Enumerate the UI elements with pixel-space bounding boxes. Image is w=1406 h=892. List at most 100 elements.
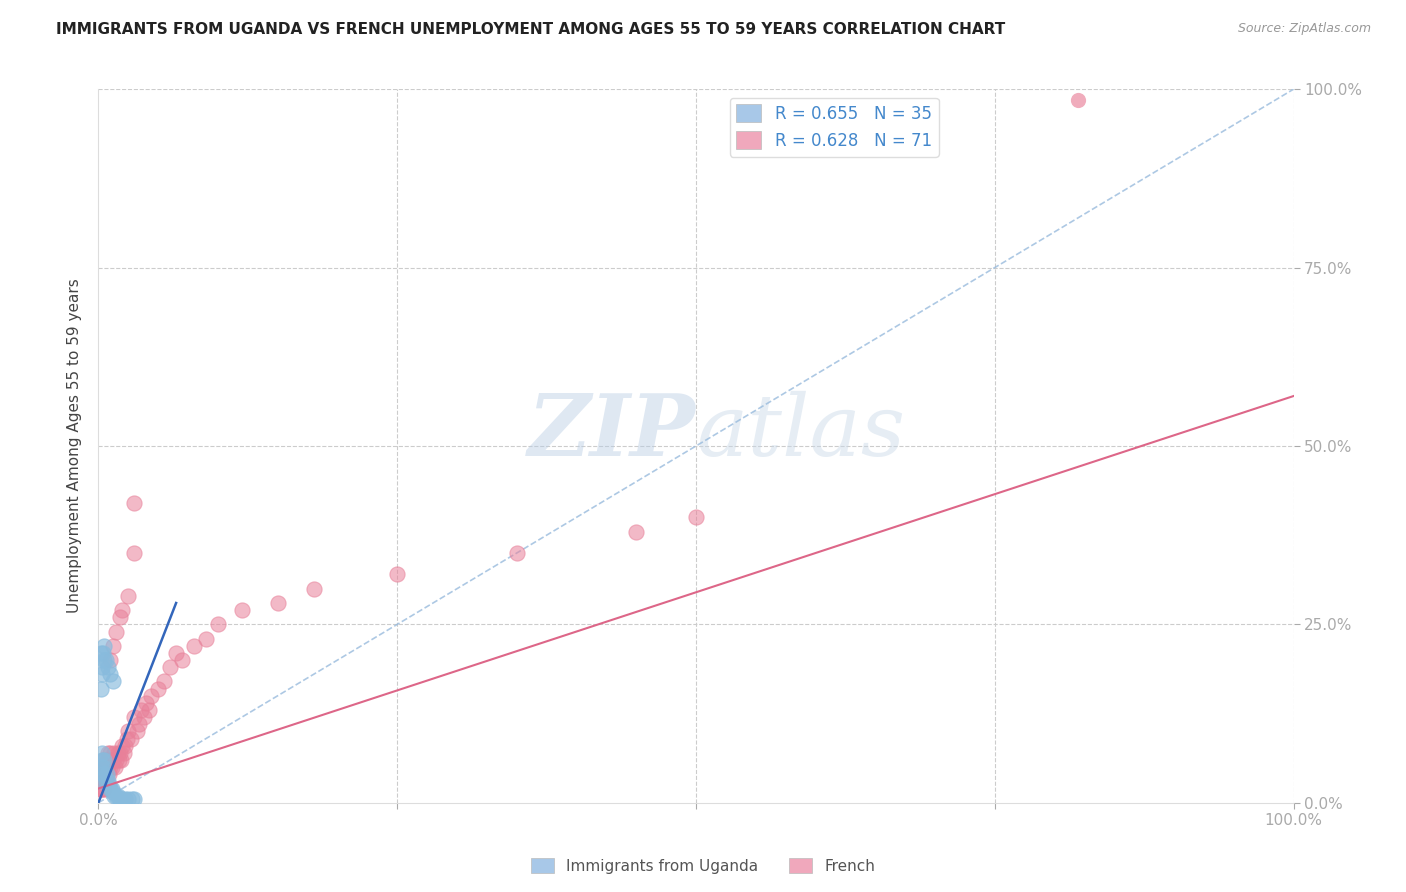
Point	[89, 781, 111, 796]
Point	[93, 781, 115, 796]
Point	[114, 792, 136, 806]
Point	[132, 710, 155, 724]
Point	[101, 753, 124, 767]
Point	[91, 774, 114, 789]
Text: IMMIGRANTS FROM UGANDA VS FRENCH UNEMPLOYMENT AMONG AGES 55 TO 59 YEARS CORRELAT: IMMIGRANTS FROM UGANDA VS FRENCH UNEMPLO…	[56, 22, 1005, 37]
Point	[90, 774, 112, 789]
Point	[107, 746, 129, 760]
Point	[231, 603, 253, 617]
Point	[105, 789, 128, 803]
Point	[115, 731, 138, 746]
Point	[121, 792, 143, 806]
Point	[302, 582, 325, 596]
Point	[91, 767, 114, 781]
Point	[104, 760, 127, 774]
Point	[101, 674, 124, 689]
Point	[98, 753, 121, 767]
Point	[93, 767, 115, 781]
Point	[91, 760, 114, 774]
Point	[89, 767, 111, 781]
Point	[103, 789, 125, 803]
Point	[97, 746, 120, 760]
Point	[267, 596, 290, 610]
Point	[96, 767, 118, 781]
Point	[98, 746, 122, 760]
Point	[101, 785, 124, 799]
Point	[93, 760, 115, 774]
Point	[124, 496, 146, 510]
Point	[108, 792, 131, 806]
Point	[91, 767, 114, 781]
Point	[90, 681, 112, 696]
Point	[89, 774, 111, 789]
Point	[685, 510, 707, 524]
Point	[131, 703, 153, 717]
Legend: Immigrants from Uganda, French: Immigrants from Uganda, French	[524, 852, 882, 880]
Point	[124, 792, 146, 806]
Point	[94, 653, 117, 667]
Point	[98, 667, 122, 681]
Point	[90, 760, 112, 774]
Point	[97, 774, 120, 789]
Point	[91, 781, 114, 796]
Point	[105, 624, 128, 639]
Point	[108, 746, 131, 760]
Point	[98, 653, 122, 667]
Point	[93, 639, 115, 653]
Point	[125, 724, 148, 739]
Text: Source: ZipAtlas.com: Source: ZipAtlas.com	[1237, 22, 1371, 36]
Point	[91, 646, 114, 660]
Point	[207, 617, 229, 632]
Point	[103, 746, 125, 760]
Point	[89, 774, 111, 789]
Point	[98, 781, 122, 796]
Point	[107, 789, 129, 803]
Point	[385, 567, 409, 582]
Point	[101, 639, 124, 653]
Point	[91, 753, 114, 767]
Y-axis label: Unemployment Among Ages 55 to 59 years: Unemployment Among Ages 55 to 59 years	[67, 278, 83, 614]
Point	[117, 589, 139, 603]
Point	[112, 746, 135, 760]
Point	[110, 753, 132, 767]
Point	[120, 731, 142, 746]
Point	[135, 696, 157, 710]
Point	[98, 760, 122, 774]
Point	[96, 767, 118, 781]
Point	[626, 524, 648, 539]
Point	[93, 653, 115, 667]
Point	[111, 603, 134, 617]
Point	[194, 632, 218, 646]
Point	[114, 739, 136, 753]
Point	[91, 774, 114, 789]
Point	[153, 674, 176, 689]
Point	[91, 667, 114, 681]
Point	[93, 767, 115, 781]
Point	[139, 689, 162, 703]
Point	[111, 792, 134, 806]
Point	[165, 646, 187, 660]
Point	[94, 774, 117, 789]
Point	[105, 753, 128, 767]
Point	[90, 781, 112, 796]
Point	[100, 781, 122, 796]
Point	[111, 739, 134, 753]
Point	[124, 710, 146, 724]
Point	[97, 760, 120, 774]
Point	[91, 746, 114, 760]
Point	[124, 546, 146, 560]
Text: atlas: atlas	[696, 391, 905, 473]
Point	[90, 646, 112, 660]
Point	[98, 767, 121, 781]
Point	[117, 724, 139, 739]
Point	[159, 660, 181, 674]
Point	[91, 760, 114, 774]
Point	[172, 653, 194, 667]
Point	[1067, 93, 1090, 107]
Point	[148, 681, 170, 696]
Point	[183, 639, 205, 653]
Point	[138, 703, 160, 717]
Legend: R = 0.655   N = 35, R = 0.628   N = 71: R = 0.655 N = 35, R = 0.628 N = 71	[730, 97, 939, 156]
Point	[94, 760, 117, 774]
Point	[93, 753, 115, 767]
